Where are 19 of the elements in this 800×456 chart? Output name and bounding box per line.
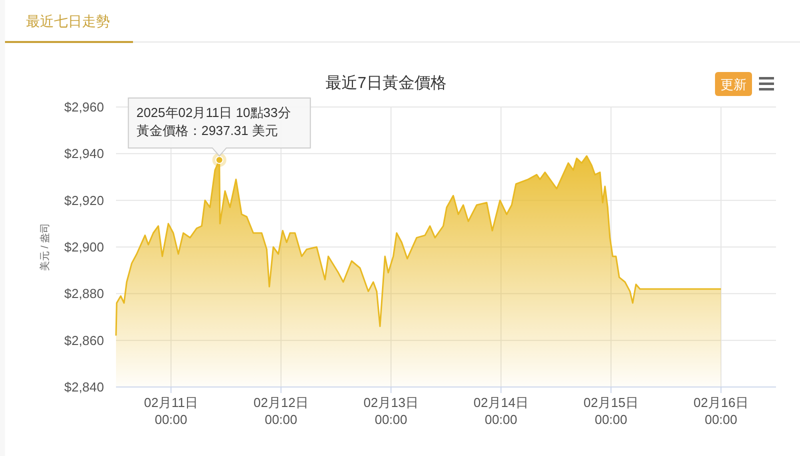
annotation: 黃金價格：2937.31 美元	[136, 122, 278, 138]
y-tick-label: $2,920	[64, 192, 104, 208]
y-tick-label: $2,840	[64, 380, 104, 395]
x-tick-label: 02月16日 00:00	[694, 395, 748, 427]
x-tick-label: 02月14日 00:00	[474, 395, 528, 427]
x-tick-label: 02月12日 00:00	[254, 395, 308, 427]
annotation: 2025年02月11日 10點33分	[136, 104, 291, 120]
y-tick-label: $2,900	[64, 240, 104, 255]
x-tick-label: 02月13日 00:00	[364, 395, 418, 427]
text: 更新	[720, 77, 746, 92]
x-tick-label: 02月15日 00:00	[584, 395, 638, 427]
y-tick-label: $2,940	[64, 146, 104, 162]
chart-title: 最近7日黃金價格	[326, 74, 446, 92]
x-tick-label: 02月11日 00:00	[144, 395, 198, 427]
y-axis-title: 美元 / 盎司	[39, 222, 51, 272]
y-tick-label: $2,880	[64, 286, 104, 302]
y-tick-label: $2,860	[64, 332, 104, 348]
chart-subtitle: 最近七日走勢	[26, 13, 110, 29]
y-tick-label: $2,960	[64, 100, 104, 115]
